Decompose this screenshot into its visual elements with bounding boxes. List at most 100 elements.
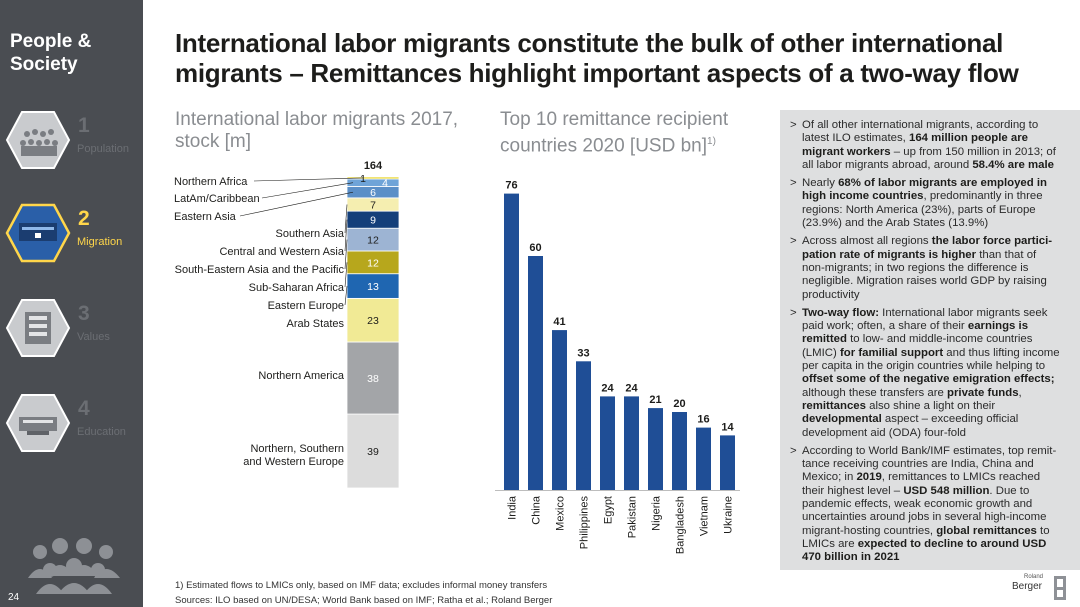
stack-label-northern-africa: Northern Africa <box>174 176 248 188</box>
bullet-text: , remittances to LMICs reached their hig… <box>802 471 1041 497</box>
stack-leader-eastern-europe <box>344 286 348 306</box>
bullet-text: also shine a light on their <box>865 399 996 412</box>
sidebar-item-label: Migration <box>77 236 123 248</box>
sidebar-item-migration[interactable]: 2 Migration <box>0 203 143 273</box>
bullet-text: and thus lifting income per capita in th… <box>802 346 1060 373</box>
sidebar-item-education[interactable]: 4 Education <box>0 393 143 463</box>
stack-leader-eastern-asia <box>239 191 354 217</box>
sidebar-item-number: 2 <box>78 207 90 230</box>
stack-label-northern-southern-and-western-europe: Northern, Southern and Western Europe <box>243 443 344 468</box>
bar-ukraine <box>720 435 735 490</box>
bullet-text: International labor migrants seek paid w… <box>802 306 1048 333</box>
stack-value-northern-africa: 1 <box>360 173 366 185</box>
logo-text-small: Roland <box>1024 574 1044 580</box>
stack-label-sub-saharan-africa: Sub-Saharan Africa <box>249 282 345 294</box>
summary-bullet: Of all other international migrants, acc… <box>790 119 1062 172</box>
bullet-emphasis: Two-way flow: <box>802 306 879 319</box>
bar-india <box>504 193 519 490</box>
remittance-bar-chart: 76 India 60 China 41 Mexico 33 Philippines 24 Egy… <box>495 180 740 554</box>
bullet-text: – up from 150 million in 2013; of all la… <box>802 145 1056 171</box>
stack-label-latam-caribbean: LatAm/Caribbean <box>174 193 260 205</box>
bullet-text: , <box>1018 386 1022 399</box>
bar-category-pakistan: Pakistan <box>627 496 639 538</box>
bar-value-vietnam: 16 <box>697 414 709 426</box>
bullet-text: Across almost all regions <box>802 235 932 248</box>
bar-mexico <box>552 330 567 490</box>
bar-category-vietnam: Vietnam <box>699 496 711 536</box>
sidebar: People & Society 1 Population 2 Migratio… <box>0 0 143 607</box>
bar-category-nigeria: Nigeria <box>651 495 663 531</box>
people-group-icon <box>28 538 120 594</box>
bullet-text: . Due to pandemic effects, weak economic… <box>802 484 1047 537</box>
stack-leader-southern-asia <box>344 204 348 234</box>
bar-category-egypt: Egypt <box>603 496 615 524</box>
stack-segment-latam-caribbean <box>346 178 400 187</box>
bullet-text: aspect – exceeding official development … <box>802 413 1019 439</box>
stack-segment-northern-africa <box>346 176 400 180</box>
sidebar-item-label: Values <box>77 331 110 343</box>
logo-text: Berger <box>1012 581 1043 592</box>
bar-value-nigeria: 21 <box>649 394 661 406</box>
bar-category-india: India <box>507 495 519 520</box>
bar-pakistan <box>624 396 639 490</box>
stack-total-label: 164 <box>364 160 383 172</box>
page-title: International labor migrants constitute … <box>175 28 1019 88</box>
stack-value-eastern-asia: 6 <box>370 187 376 199</box>
bullet-emphasis: global remittances <box>936 524 1037 537</box>
stack-value-central-and-western-asia: 9 <box>370 215 376 227</box>
stacked-bar-chart: 164 39 Northern, Southern and Western Europ… <box>174 160 400 489</box>
bullet-emphasis: for familial support <box>839 346 944 359</box>
bar-china <box>528 256 543 490</box>
bullet-emphasis: offset some of the negative emigration e… <box>802 373 1055 386</box>
bullet-emphasis: USD 548 million <box>903 484 990 497</box>
population-hex-icon <box>5 111 71 169</box>
sidebar-item-label: Population <box>77 143 129 155</box>
stack-value-south-eastern-asia-and-the-pacific: 12 <box>367 235 379 247</box>
footnote: 1) Estimated flows to LMICs only, based … <box>175 580 548 591</box>
stack-value-southern-asia: 7 <box>370 199 376 211</box>
bar-category-ukraine: Ukraine <box>723 496 735 534</box>
sidebar-item-number: 1 <box>78 114 90 137</box>
bullet-emphasis: 164 million people are migrant workers <box>802 132 1029 158</box>
stack-value-arab-states: 23 <box>367 315 379 327</box>
stack-leader-central-and-western-asia <box>344 219 348 252</box>
sidebar-item-values[interactable]: 3 Values <box>0 298 143 368</box>
left-chart-title: International labor migrants 2017, stock… <box>175 109 459 152</box>
bullet-emphasis: 58.4% are male <box>972 158 1055 171</box>
bar-category-bangladesh: Bangladesh <box>675 496 687 554</box>
bar-philippines <box>576 361 591 490</box>
bar-category-china: China <box>531 495 543 525</box>
roland-berger-logo-icon <box>1054 576 1066 600</box>
right-chart-title: Top 10 remittance recipient countries 20… <box>500 109 760 157</box>
bullet-emphasis: 68% of labor migrants are employed in hi… <box>802 177 1047 203</box>
stack-leader-sub-saharan-africa <box>344 262 348 288</box>
bar-category-mexico: Mexico <box>555 496 567 531</box>
bar-egypt <box>600 396 615 490</box>
bullet-text: than that of non-migrants; in two region… <box>802 248 1047 301</box>
values-hex-icon <box>5 299 71 357</box>
stack-label-arab-states: Arab States <box>287 318 345 330</box>
stack-value-northern-southern-and-western-europe: 39 <box>367 446 379 458</box>
bar-value-ukraine: 14 <box>721 421 734 433</box>
bullet-text: Nearly <box>802 177 839 190</box>
bar-value-india: 76 <box>505 180 517 192</box>
stack-label-central-and-western-asia: Central and Western Asia <box>219 246 344 258</box>
stack-leader-northern-africa <box>253 177 364 182</box>
sidebar-item-number: 4 <box>78 397 90 420</box>
right-chart-title-text: Top 10 remittance recipient countries 20… <box>500 109 729 157</box>
bullet-emphasis: private funds <box>947 386 1019 399</box>
stack-segment-northern-southern-and-western-europe <box>346 413 400 489</box>
bullet-text: Of all other international migrants, acc… <box>802 119 1039 145</box>
bullet-emphasis: the labor force partici-pation rate of m… <box>802 235 1053 261</box>
stack-segment-eastern-europe <box>346 273 400 299</box>
bar-bangladesh <box>672 412 687 490</box>
bar-vietnam <box>696 427 711 490</box>
stack-label-eastern-europe: Eastern Europe <box>268 300 344 312</box>
sidebar-item-number: 3 <box>78 302 90 325</box>
sidebar-item-population[interactable]: 1 Population <box>0 110 143 180</box>
stack-value-northern-america: 38 <box>367 373 379 385</box>
migration-hex-icon <box>5 203 71 263</box>
bar-value-philippines: 33 <box>577 347 589 359</box>
section-title: People & Society <box>10 31 92 75</box>
stack-leader-latam-caribbean <box>261 182 354 199</box>
